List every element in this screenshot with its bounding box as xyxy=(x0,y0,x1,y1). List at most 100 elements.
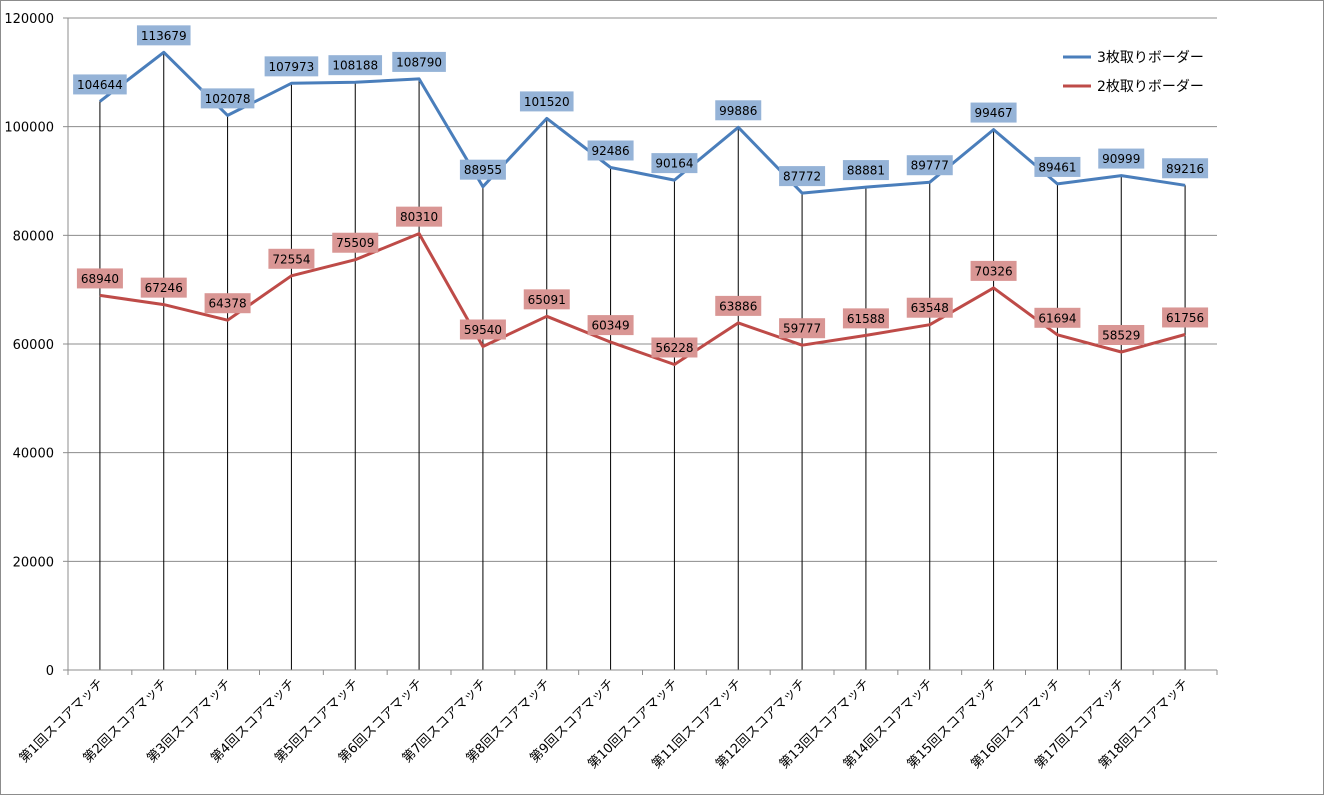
data-label: 89216 xyxy=(1162,158,1209,179)
data-label-text: 63548 xyxy=(911,301,949,315)
data-label-text: 89777 xyxy=(911,159,949,173)
y-tick-label: 100000 xyxy=(4,121,54,136)
data-label: 99886 xyxy=(715,100,762,121)
data-label-text: 107973 xyxy=(269,60,315,74)
data-label-box xyxy=(459,159,506,180)
data-label-text: 113679 xyxy=(141,29,187,43)
data-label-box xyxy=(906,155,953,176)
y-tick-label: 20000 xyxy=(13,555,54,570)
data-label-text: 61756 xyxy=(1166,311,1204,325)
series-lines xyxy=(98,50,1186,366)
data-label-text: 104644 xyxy=(77,78,123,92)
data-label-box xyxy=(842,308,889,329)
data-label-text: 60349 xyxy=(591,319,629,333)
data-label-text: 101520 xyxy=(524,95,570,109)
data-label: 63886 xyxy=(715,295,762,316)
data-label: 70326 xyxy=(970,260,1017,281)
drop-lines xyxy=(99,52,1186,670)
data-label-box xyxy=(970,260,1017,281)
data-label-box xyxy=(1098,148,1145,169)
data-label-box xyxy=(651,337,698,358)
data-label-box xyxy=(200,88,255,109)
data-label-box xyxy=(73,74,127,95)
data-label-box xyxy=(268,248,315,269)
data-label-text: 61694 xyxy=(1038,311,1076,325)
data-label-box xyxy=(1162,307,1209,328)
y-tick-label: 80000 xyxy=(13,229,54,244)
data-label: 61694 xyxy=(1034,307,1081,328)
y-axis-ticks: 0 20000 40000 60000 80000 100000 120000 xyxy=(4,12,54,679)
data-label-text: 56228 xyxy=(655,341,693,355)
data-label-text: 90164 xyxy=(655,157,693,171)
data-label-text: 89216 xyxy=(1166,162,1204,176)
x-axis-ticks: 第1回スコアマッチ第2回スコアマッチ第3回スコアマッチ第4回スコアマッチ第5回ス… xyxy=(17,676,1192,772)
data-label-box xyxy=(519,91,574,112)
data-label: 67246 xyxy=(140,277,187,298)
data-label: 102078 xyxy=(200,88,255,109)
data-label: 87772 xyxy=(779,166,826,187)
data-label-box xyxy=(204,293,251,314)
data-label-text: 68940 xyxy=(81,272,119,286)
data-label: 89461 xyxy=(1034,156,1081,177)
data-label-box xyxy=(1034,156,1081,177)
data-label: 107973 xyxy=(264,56,319,77)
data-label: 75509 xyxy=(332,232,379,253)
data-label: 72554 xyxy=(268,248,315,269)
data-label-box xyxy=(779,318,826,339)
data-label-text: 108790 xyxy=(396,55,442,69)
legend-entry: 2枚取りボーダー xyxy=(1097,79,1204,95)
data-label-text: 102078 xyxy=(205,92,251,106)
series-line-2 xyxy=(99,232,1186,366)
data-label-text: 87772 xyxy=(783,170,821,184)
data-label-box xyxy=(459,319,506,340)
data-label: 108188 xyxy=(328,55,383,76)
data-label-box xyxy=(396,206,443,227)
data-label-box xyxy=(328,55,383,76)
data-label: 59540 xyxy=(459,319,506,340)
data-label-text: 64378 xyxy=(208,297,246,311)
data-label: 68940 xyxy=(76,268,123,289)
data-label-text: 63886 xyxy=(719,299,757,313)
data-label-box xyxy=(715,100,762,121)
data-label: 99467 xyxy=(970,102,1017,123)
data-label-box xyxy=(332,232,379,253)
data-label: 104644 xyxy=(73,74,127,95)
data-label-text: 75509 xyxy=(336,236,374,250)
data-label-box xyxy=(1034,307,1081,328)
data-labels: 104644 113679 102078 107973 108188 108790 8895… xyxy=(73,25,1209,358)
data-label: 65091 xyxy=(523,289,570,310)
axes xyxy=(63,17,1218,675)
data-label-box xyxy=(970,102,1017,123)
data-label: 60349 xyxy=(587,315,634,336)
data-label-box xyxy=(842,160,889,181)
data-label: 61588 xyxy=(842,308,889,329)
data-label-box xyxy=(587,140,634,161)
data-label-box xyxy=(136,25,191,46)
data-label-box xyxy=(264,56,319,77)
y-tick-label: 120000 xyxy=(4,12,54,27)
data-label-box xyxy=(140,277,187,298)
data-label-box xyxy=(1162,158,1209,179)
data-label-box xyxy=(587,315,634,336)
data-label-text: 108188 xyxy=(332,59,378,73)
data-label-box xyxy=(715,295,762,316)
data-label: 101520 xyxy=(519,91,574,112)
gridlines xyxy=(68,17,1217,562)
data-label: 64378 xyxy=(204,293,251,314)
data-label-box xyxy=(651,153,698,174)
data-label-text: 99886 xyxy=(719,104,757,118)
data-label-text: 59777 xyxy=(783,322,821,336)
data-label: 113679 xyxy=(136,25,191,46)
data-label: 80310 xyxy=(396,206,443,227)
data-label-box xyxy=(76,268,123,289)
data-label-box xyxy=(906,297,953,318)
series-line-1 xyxy=(98,50,1186,195)
data-label: 88955 xyxy=(459,159,506,180)
data-label-text: 61588 xyxy=(847,312,885,326)
data-label-box xyxy=(523,289,570,310)
y-tick-label: 60000 xyxy=(13,338,54,353)
data-label-text: 88955 xyxy=(464,163,502,177)
data-label: 59777 xyxy=(779,318,826,339)
data-label: 58529 xyxy=(1098,324,1145,345)
